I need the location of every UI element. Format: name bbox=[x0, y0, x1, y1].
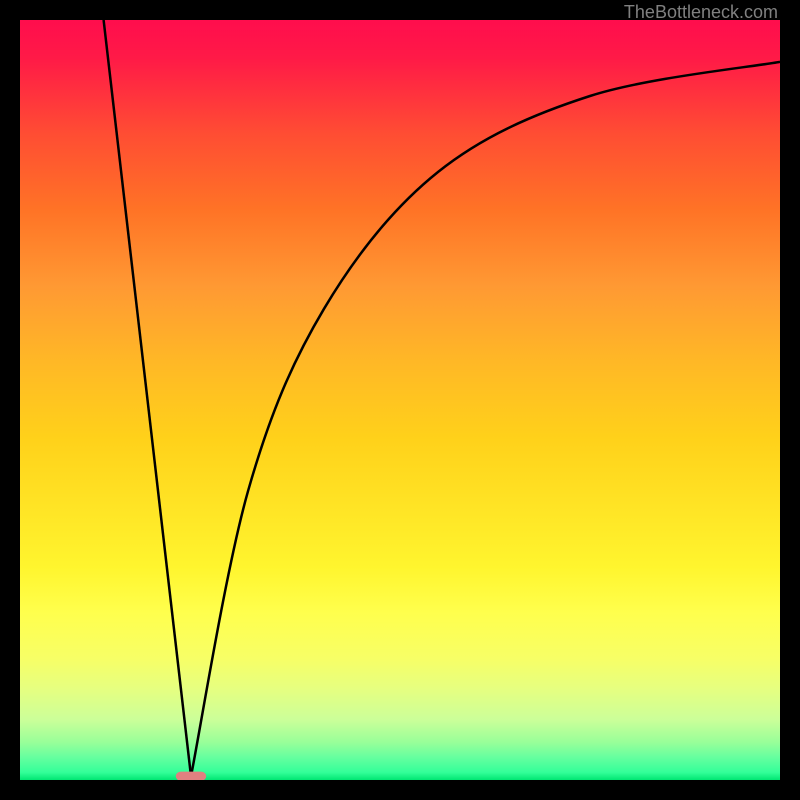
left-descending-line bbox=[104, 20, 191, 776]
minimum-marker bbox=[176, 772, 206, 780]
right-ascending-curve bbox=[191, 62, 780, 776]
chart-container: TheBottleneck.com bbox=[0, 0, 800, 800]
curve-overlay bbox=[20, 20, 780, 780]
plot-area bbox=[20, 20, 780, 780]
